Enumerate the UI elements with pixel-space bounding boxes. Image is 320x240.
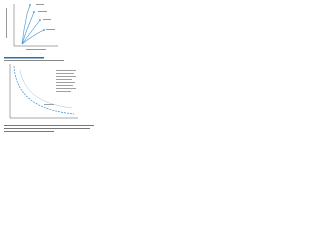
label — [43, 19, 51, 20]
page-canvas — [0, 0, 100, 137]
curve — [21, 19, 41, 45]
text-line — [4, 60, 64, 61]
legend-entry — [56, 70, 76, 71]
legend-entry — [56, 79, 72, 80]
curves — [21, 4, 45, 45]
caption-line — [4, 131, 54, 132]
axis-label — [6, 8, 7, 38]
label — [46, 29, 55, 30]
figure-2 — [9, 64, 78, 119]
point — [29, 4, 31, 6]
page — [0, 0, 100, 137]
annotation — [44, 104, 54, 105]
point — [33, 11, 35, 13]
curve — [21, 4, 31, 45]
legend-entry — [56, 88, 76, 89]
legend-entry — [56, 82, 75, 83]
curve — [21, 11, 35, 45]
legend-entry — [56, 73, 74, 74]
text-block — [4, 57, 64, 61]
points — [29, 4, 45, 31]
legend — [44, 70, 76, 105]
label — [36, 4, 44, 5]
legend-entry — [56, 85, 73, 86]
point — [39, 19, 41, 21]
caption — [4, 125, 94, 132]
caption-line — [4, 125, 94, 126]
curve — [19, 69, 73, 109]
caption-line — [4, 128, 90, 129]
axis-label — [26, 49, 46, 50]
figure-1 — [6, 4, 58, 50]
label — [38, 11, 47, 12]
legend-entry — [56, 76, 76, 77]
heading — [4, 57, 44, 59]
point — [43, 29, 45, 31]
background — [0, 0, 100, 137]
legend-entry — [56, 91, 71, 92]
labels — [6, 4, 55, 50]
curve — [21, 29, 45, 45]
curve — [13, 65, 75, 115]
